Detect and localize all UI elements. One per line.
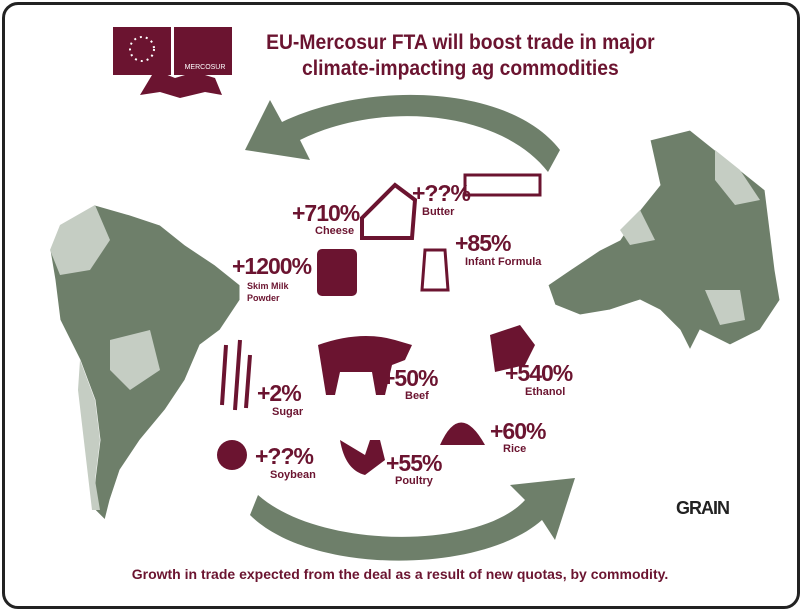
page-title: EU-Mercosur FTA will boost trade in majo… — [258, 30, 663, 82]
fuel-nozzle-icon — [490, 325, 535, 372]
sugar-change: +2% — [257, 380, 302, 406]
caption: Growth in trade expected from the deal a… — [131, 566, 669, 582]
milk-powder-can-icon — [317, 249, 357, 296]
infant-formula-label: Infant Formula — [465, 256, 542, 268]
cheese-change: +710% — [292, 200, 360, 226]
rice-label: Rice — [503, 443, 527, 455]
rice-change: +60% — [490, 418, 546, 444]
baby-bottle-icon — [420, 248, 450, 292]
rice-icon — [440, 422, 485, 445]
cow-icon — [318, 336, 412, 395]
cheese-icon — [360, 182, 418, 240]
grain-logo: GRAIN — [676, 498, 730, 518]
eu-mercosur-logo — [113, 27, 232, 98]
beef-label: Beef — [405, 390, 429, 402]
europe-map — [547, 129, 781, 352]
butter-label: Butter — [422, 206, 455, 218]
south-america-map — [49, 204, 241, 521]
title-line-2: climate-impacting ag commodities — [302, 57, 619, 80]
poultry-change: +55% — [386, 450, 442, 476]
title-line-1: EU-Mercosur FTA will boost trade in majo… — [266, 31, 655, 54]
ethanol-label: Ethanol — [525, 386, 566, 398]
ethanol-change: +540% — [505, 360, 573, 386]
soybean-change: +??% — [255, 443, 314, 469]
beef-change: +50% — [382, 365, 438, 391]
butter-change: +??% — [412, 180, 471, 206]
sugar-label: Sugar — [272, 406, 304, 418]
skim-milk-powder-change: +1200% — [232, 253, 312, 279]
mercosur-logo-text: MERCOSUR — [184, 64, 226, 71]
infant-formula-change: +85% — [455, 230, 511, 256]
chicken-icon — [340, 440, 385, 475]
arrow-to-south-america — [245, 94, 560, 172]
poultry-label: Poultry — [395, 475, 433, 487]
arrow-to-europe — [250, 478, 575, 561]
soybean-label: Soybean — [270, 469, 316, 481]
butter-icon — [463, 173, 542, 197]
sugarcane-icon — [220, 339, 252, 411]
skim-milk-powder-label: Skim Milk Powder — [247, 281, 289, 303]
soybean-icon — [217, 440, 247, 470]
cheese-label: Cheese — [315, 225, 355, 237]
